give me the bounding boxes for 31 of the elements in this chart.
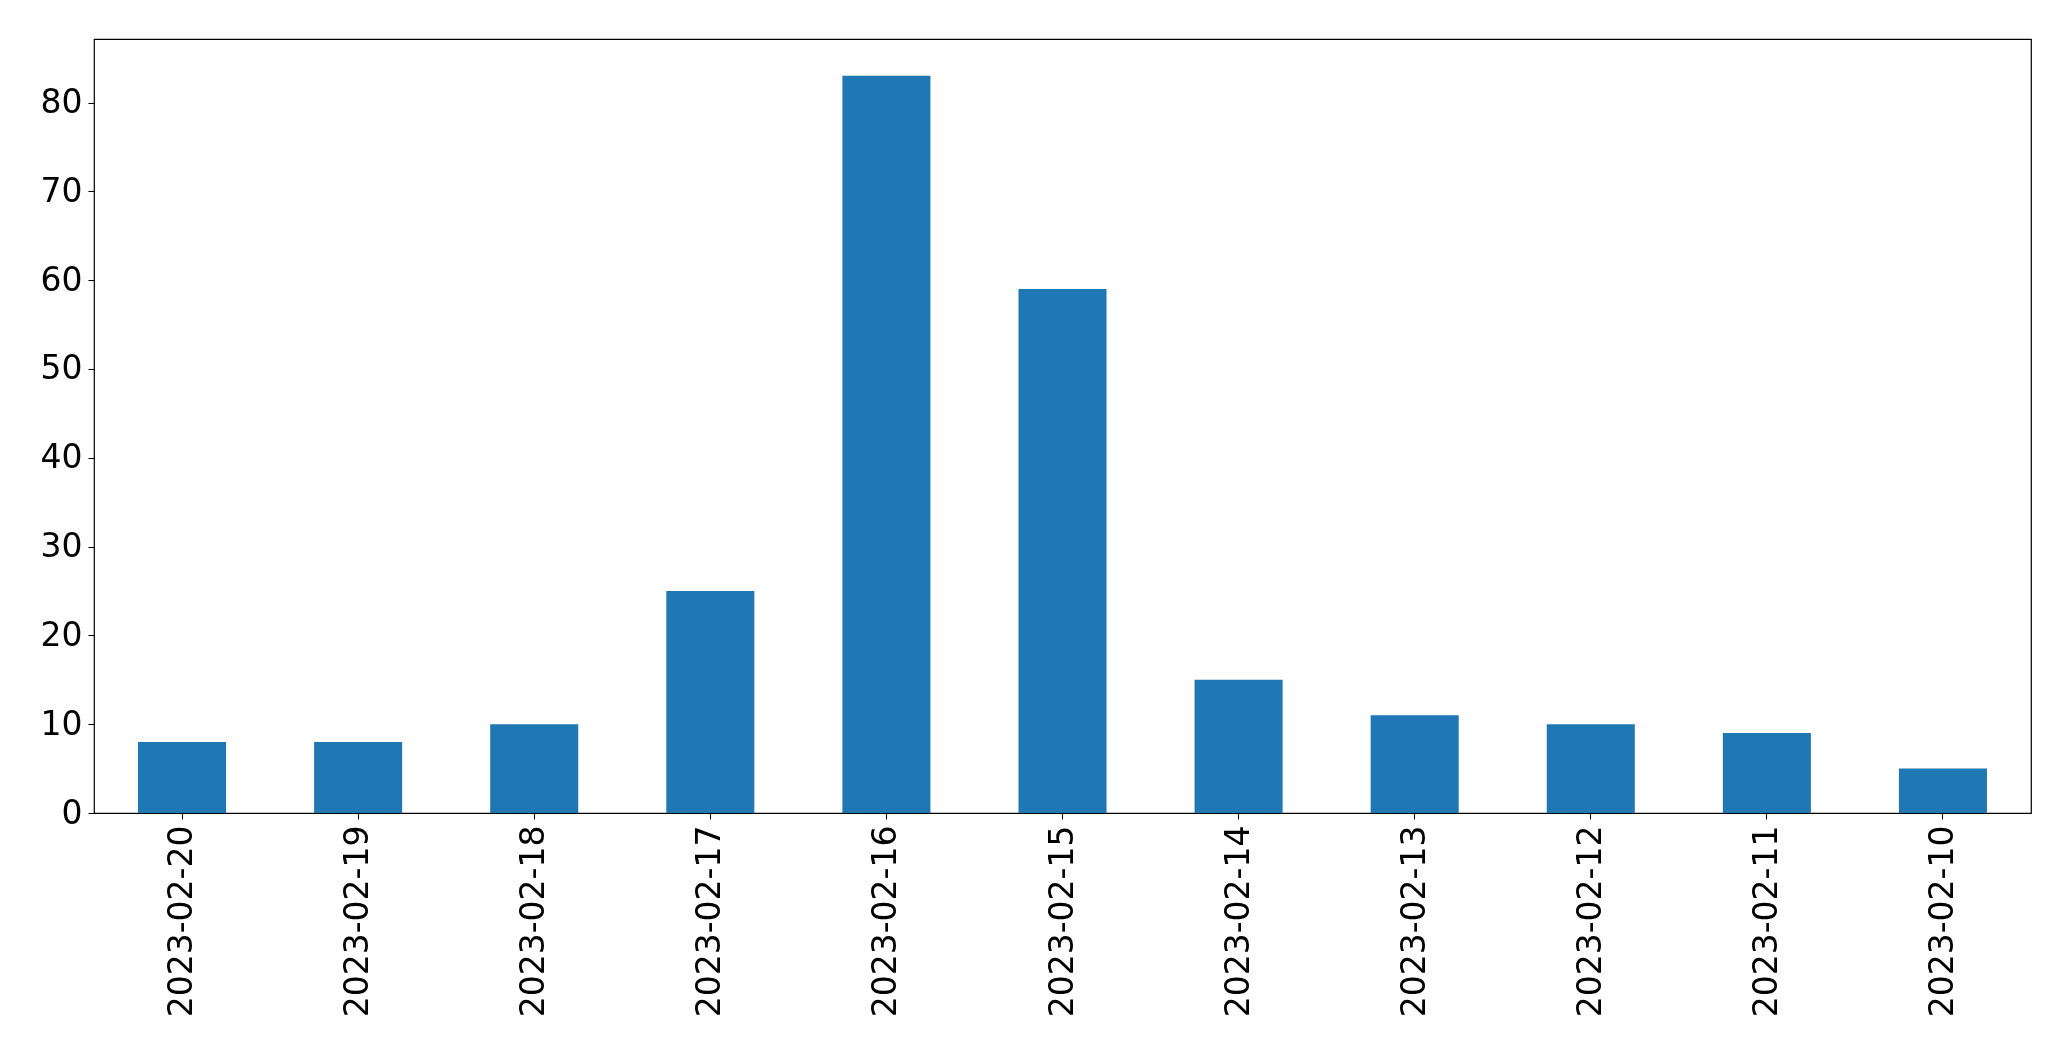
- x-tick-label: 2023-02-15: [1041, 825, 1081, 1018]
- bar: [138, 741, 227, 813]
- bar: [1370, 715, 1459, 813]
- x-tick-label: 2023-02-10: [1921, 825, 1961, 1018]
- x-tick-label: 2023-02-12: [1569, 825, 1609, 1018]
- y-tick-label: 60: [40, 259, 83, 299]
- y-tick-label: 40: [40, 437, 83, 477]
- bar: [314, 741, 403, 813]
- x-tick-label: 2023-02-16: [865, 825, 905, 1018]
- x-tick-label: 2023-02-19: [337, 825, 377, 1018]
- bar: [1018, 289, 1107, 813]
- y-tick-label: 10: [40, 703, 83, 743]
- x-tick-label: 2023-02-13: [1393, 825, 1433, 1018]
- y-tick-label: 20: [40, 614, 83, 654]
- bar: [490, 724, 579, 813]
- x-tick-label: 2023-02-17: [689, 825, 729, 1018]
- x-tick-label: 2023-02-20: [161, 825, 201, 1018]
- bar: [666, 590, 755, 813]
- bar: [1194, 679, 1283, 813]
- x-tick-label: 2023-02-18: [513, 825, 553, 1018]
- x-tick-label: 2023-02-14: [1217, 825, 1257, 1018]
- y-tick-label: 50: [40, 348, 83, 388]
- bar: [1546, 724, 1635, 813]
- bar: [1722, 733, 1811, 813]
- y-tick-label: 70: [40, 170, 83, 210]
- bar: [1898, 768, 1987, 813]
- y-tick-label: 80: [40, 82, 83, 121]
- x-tick-label: 2023-02-11: [1745, 825, 1785, 1018]
- y-tick-label: 0: [61, 792, 83, 832]
- bar: [842, 75, 931, 813]
- y-tick-label: 30: [40, 526, 83, 566]
